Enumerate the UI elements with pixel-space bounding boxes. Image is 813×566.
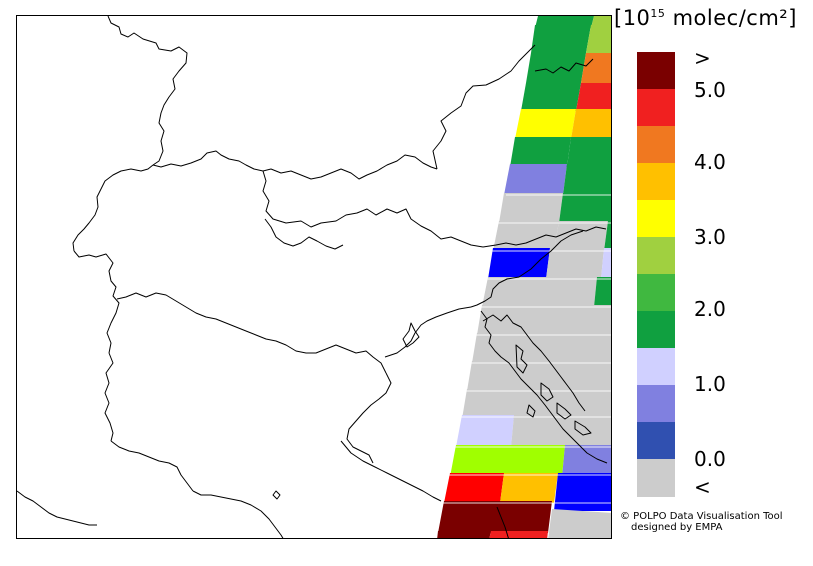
- legend-swatch: [637, 126, 675, 164]
- pixel: [477, 305, 611, 335]
- pixel: [559, 193, 611, 223]
- country-borders: [17, 16, 608, 538]
- legend-swatch: [637, 200, 675, 238]
- pixel: [531, 25, 591, 53]
- border-line: [482, 226, 607, 248]
- legend-swatch: [637, 422, 675, 460]
- legend-tick-label: <: [694, 475, 711, 499]
- pixel: [437, 531, 491, 538]
- border-line: [470, 230, 584, 308]
- pixel: [515, 109, 576, 139]
- pixel: [482, 277, 597, 307]
- legend-tick-label: 1.0: [694, 372, 726, 396]
- border-line: [104, 352, 114, 442]
- border-line: [73, 250, 120, 354]
- border-line: [262, 170, 484, 248]
- pixel: [489, 531, 548, 538]
- border-line: [402, 322, 420, 348]
- pixel: [576, 83, 611, 111]
- pixel: [521, 83, 581, 111]
- map-panel: [16, 15, 612, 539]
- border-line: [110, 440, 194, 492]
- legend-swatch: [637, 163, 675, 201]
- credit-text: © POLPO Data Visualisation Tool designed…: [620, 511, 783, 533]
- border-line: [540, 382, 554, 402]
- border-line: [72, 164, 154, 252]
- pixel: [567, 137, 611, 167]
- pixel: [488, 248, 550, 279]
- legend-title: [1015 molec/cm²]: [614, 6, 797, 30]
- pixel: [472, 333, 611, 363]
- pixel: [444, 473, 504, 503]
- legend-tick-label: 4.0: [694, 150, 726, 174]
- border-line: [17, 490, 97, 526]
- pixel: [562, 445, 611, 477]
- border-line: [192, 490, 284, 538]
- legend-swatch: [637, 385, 675, 423]
- legend-swatch: [637, 348, 675, 386]
- pixel: [438, 501, 552, 533]
- credit-line-1: © POLPO Data Visualisation Tool: [620, 511, 783, 522]
- legend-tick-label: 3.0: [694, 225, 726, 249]
- border-line: [116, 292, 387, 374]
- pixel: [563, 164, 611, 195]
- border-line: [384, 306, 472, 358]
- border-line: [432, 44, 536, 170]
- pixel: [571, 109, 611, 139]
- credit-line-2: designed by EMPA: [631, 522, 723, 533]
- border-line: [534, 58, 594, 74]
- legend-tick-label: 5.0: [694, 78, 726, 102]
- pixel: [581, 53, 611, 83]
- border-line: [496, 506, 509, 538]
- pixel: [526, 53, 586, 83]
- border-line: [480, 310, 608, 464]
- pixel: [467, 361, 611, 391]
- legend-tick-label: 2.0: [694, 297, 726, 321]
- border-line: [152, 150, 438, 180]
- satellite-pixels: [437, 16, 611, 538]
- pixel: [554, 473, 611, 511]
- border-line: [526, 404, 536, 418]
- legend-swatch: [637, 274, 675, 312]
- map-canvas: [17, 16, 611, 538]
- pixel: [450, 445, 565, 477]
- pixel: [546, 248, 604, 279]
- pixel: [499, 193, 563, 223]
- legend-swatch: [637, 311, 675, 349]
- pixel: [456, 415, 514, 447]
- legend-swatch: [637, 459, 675, 497]
- pixel: [586, 25, 611, 53]
- border-line: [264, 218, 344, 250]
- pixel: [554, 221, 608, 251]
- border-line: [272, 490, 281, 500]
- border-line: [346, 372, 392, 464]
- pixel: [510, 137, 571, 167]
- border-line: [556, 402, 572, 420]
- legend-swatch: [637, 237, 675, 275]
- legend-tick-label: 0.0: [694, 447, 726, 471]
- legend-swatch: [637, 52, 675, 90]
- border-line: [574, 420, 592, 436]
- border-line: [340, 440, 442, 502]
- pixel: [462, 389, 611, 419]
- pixel: [511, 415, 611, 447]
- border-line: [482, 314, 586, 412]
- border-line: [107, 16, 188, 166]
- pixel: [548, 509, 611, 538]
- pixel: [604, 221, 611, 251]
- pixel: [500, 473, 558, 503]
- legend-tick-label: >: [694, 46, 711, 70]
- border-line: [515, 344, 528, 374]
- pixel: [594, 277, 611, 307]
- pixel: [601, 248, 611, 279]
- pixel: [504, 164, 567, 195]
- legend-swatch: [637, 89, 675, 127]
